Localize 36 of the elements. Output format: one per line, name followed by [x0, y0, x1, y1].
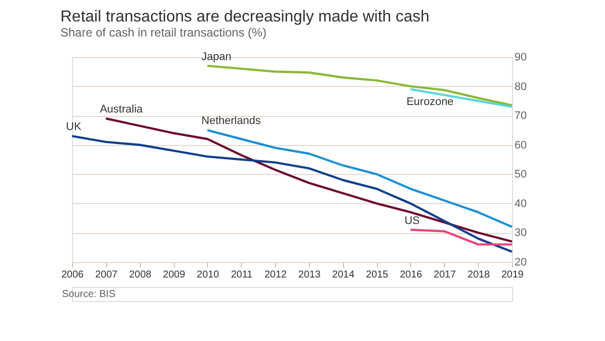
line-series	[206, 129, 514, 228]
x-tick-label: 2015	[366, 270, 389, 280]
x-tick-label: 2016	[400, 270, 423, 280]
x-tick-label: 2014	[332, 270, 355, 280]
x-tick-label: 2010	[196, 270, 220, 280]
series-label: Netherlands	[201, 115, 262, 128]
x-tick-label: 2008	[129, 270, 152, 280]
x-tick-label: 2006	[61, 270, 84, 280]
x-tick-label: 2018	[468, 270, 490, 280]
x-tick-label: 2007	[95, 270, 118, 280]
x-tick-label: 2019	[501, 270, 524, 280]
y-tick-label: 30	[514, 227, 527, 240]
line-series	[70, 134, 514, 253]
y-tick-label: 60	[514, 139, 527, 152]
line-series	[409, 88, 514, 108]
series-label: Eurozone	[406, 96, 454, 108]
line-series	[206, 64, 514, 106]
y-tick-label: 80	[514, 80, 527, 93]
series-label: US	[404, 214, 420, 227]
source-note: Source: BIS	[62, 289, 116, 300]
chart-title: Retail transactions are decreasingly made with cash	[60, 8, 430, 26]
series-label: Japan	[201, 50, 232, 63]
series-label: UK	[66, 121, 82, 134]
y-tick-label: 90	[514, 52, 527, 64]
chart-subtitle: Share of cash in retail transactions (%)	[60, 25, 266, 40]
x-tick-label: 2011	[230, 270, 253, 280]
x-tick-label: 2017	[434, 270, 456, 280]
y-tick-label: 70	[514, 110, 527, 122]
y-tick-label: 50	[514, 168, 527, 181]
series-label: Australia	[100, 104, 144, 116]
x-tick-label: 2013	[298, 270, 321, 280]
x-tick-label: 2009	[162, 270, 186, 280]
y-tick-label: 40	[514, 198, 527, 210]
y-tick-label: 20	[514, 256, 527, 268]
x-tick-label: 2012	[264, 270, 288, 280]
line-series	[104, 117, 514, 243]
